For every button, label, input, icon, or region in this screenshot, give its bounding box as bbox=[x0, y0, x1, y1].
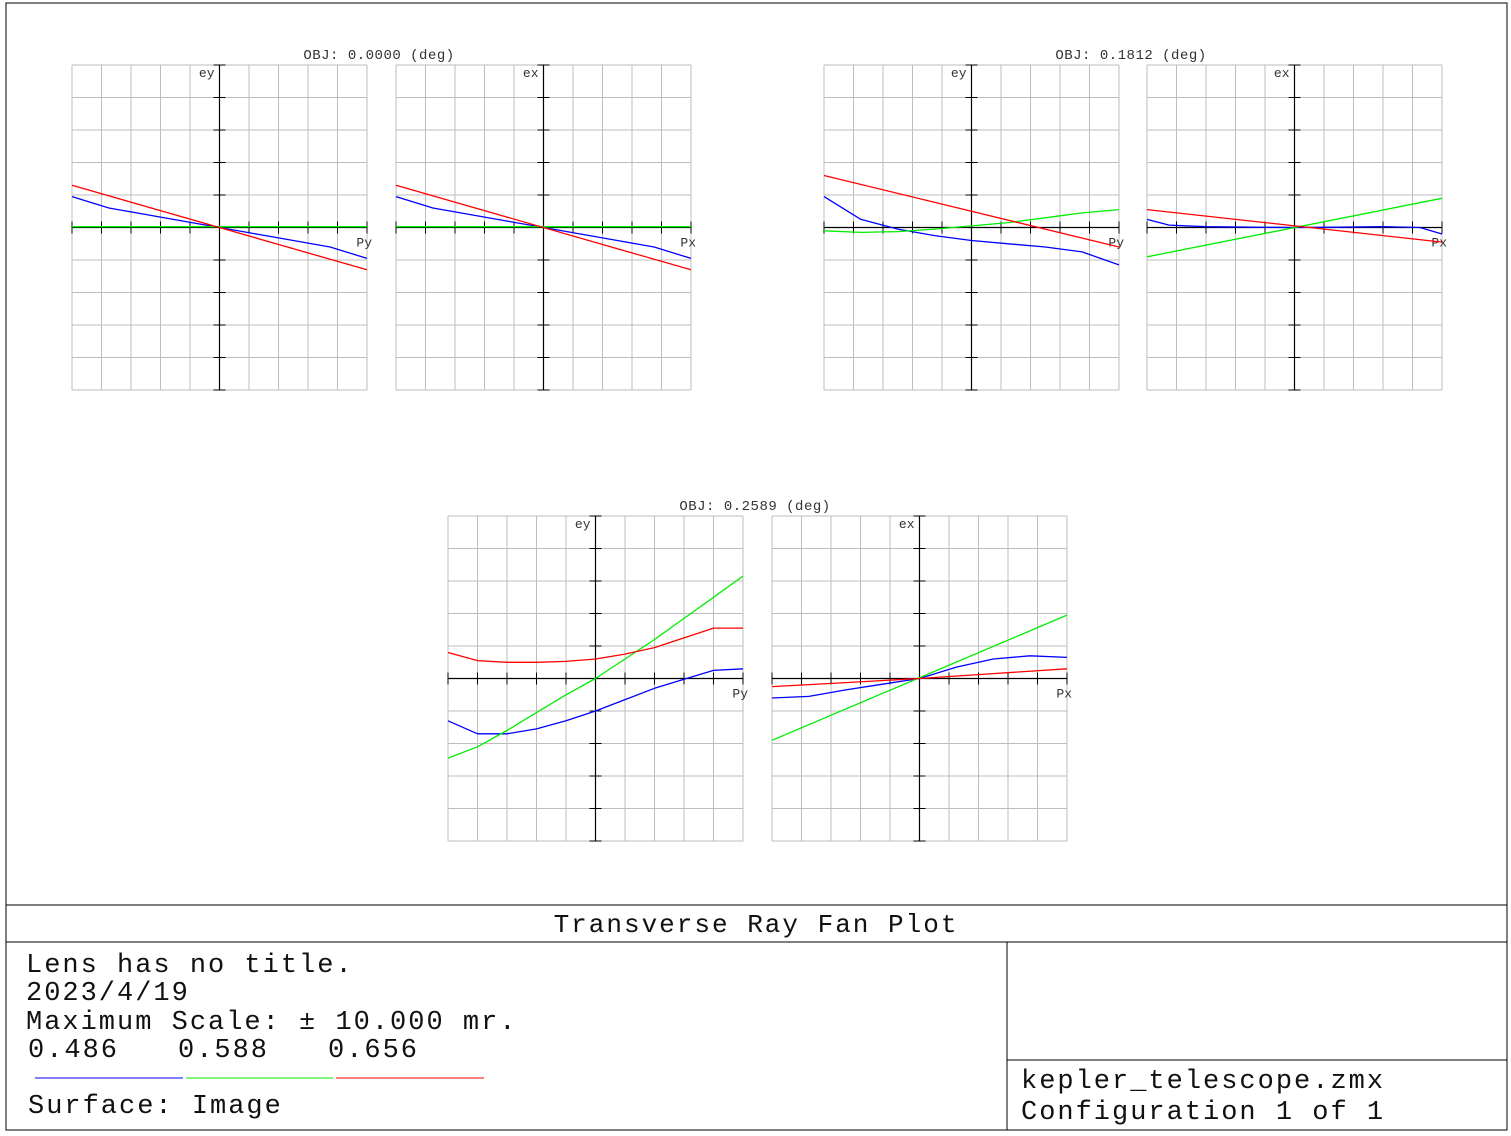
x-axis-label: Py bbox=[356, 236, 372, 251]
field-title-2: OBJ: 0.2589 (deg) bbox=[679, 499, 830, 515]
y-axis-label: ey bbox=[951, 66, 967, 81]
series-line-0588 bbox=[771, 614, 1068, 741]
lens-title: Lens has no title. bbox=[26, 951, 354, 981]
series-line-0486 bbox=[823, 196, 1120, 266]
x-axis-label: Py bbox=[732, 687, 748, 702]
max-scale: Maximum Scale: ± 10.000 mr. bbox=[26, 1008, 517, 1038]
y-axis-label: ey bbox=[575, 517, 591, 532]
x-axis-label: Py bbox=[1108, 236, 1124, 251]
series-line-0486 bbox=[447, 668, 744, 735]
y-axis-label: ex bbox=[1274, 66, 1290, 81]
series-line-0588 bbox=[1146, 197, 1443, 258]
y-axis-label: ey bbox=[199, 66, 215, 81]
ray-fan-panel-sagittal-0: ex Px bbox=[395, 64, 696, 391]
configuration-label: Configuration 1 of 1 bbox=[1021, 1098, 1385, 1128]
series-line-0588 bbox=[447, 575, 744, 759]
series-line-0656 bbox=[395, 184, 692, 271]
series-line-0656 bbox=[823, 174, 1120, 248]
ray-fan-panel-sagittal-1: ex Px bbox=[1146, 64, 1447, 391]
series-line-0656 bbox=[771, 668, 1068, 688]
ray-fan-panel-tangential-0: ey Py bbox=[71, 64, 372, 391]
ray-fan-panel-tangential-2: ey Py bbox=[447, 515, 748, 842]
x-axis-label: Px bbox=[680, 236, 696, 251]
outer-border bbox=[5, 2, 1508, 1131]
field-title-0: OBJ: 0.0000 (deg) bbox=[303, 48, 454, 64]
series-line-0656 bbox=[447, 627, 743, 663]
x-axis-label: Px bbox=[1056, 687, 1072, 702]
ray-fan-panel-tangential-1: ey Py bbox=[823, 64, 1124, 391]
plot-type-title: Transverse Ray Fan Plot bbox=[554, 910, 959, 940]
y-axis-label: ex bbox=[523, 66, 539, 81]
series-line-0656 bbox=[1146, 208, 1443, 243]
y-axis-label: ex bbox=[899, 517, 915, 532]
x-axis-label: Px bbox=[1431, 236, 1447, 251]
series-line-0588 bbox=[823, 208, 1120, 234]
field-title-1: OBJ: 0.1812 (deg) bbox=[1055, 48, 1206, 64]
surface-label: Surface: Image bbox=[28, 1092, 283, 1122]
file-name: kepler_telescope.zmx bbox=[1021, 1067, 1385, 1097]
legend-label-588: 0.588 bbox=[178, 1036, 269, 1066]
ray-fan-panel-sagittal-2: ex Px bbox=[771, 515, 1072, 842]
series-line-0656 bbox=[71, 184, 368, 271]
legend-label-656: 0.656 bbox=[328, 1036, 419, 1066]
legend-label-486: 0.486 bbox=[28, 1036, 119, 1066]
plot-date: 2023/4/19 bbox=[26, 979, 190, 1009]
